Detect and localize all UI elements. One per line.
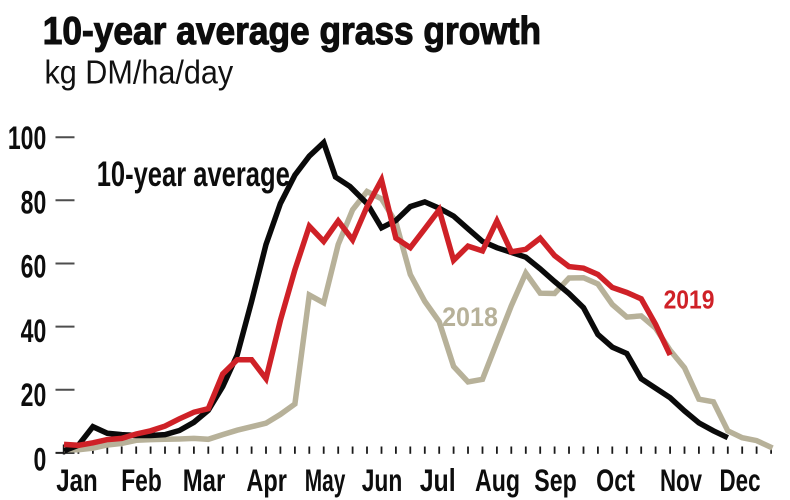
svg-text:80: 80 <box>21 185 47 221</box>
svg-text:Sep: Sep <box>534 463 576 498</box>
svg-text:60: 60 <box>21 249 47 285</box>
svg-text:0: 0 <box>33 442 46 478</box>
svg-text:Aug: Aug <box>475 463 520 498</box>
svg-text:Nov: Nov <box>660 462 703 498</box>
svg-text:10-year average grass growth: 10-year average grass growth <box>43 8 541 52</box>
svg-text:Dec: Dec <box>720 462 761 498</box>
svg-text:40: 40 <box>21 313 47 349</box>
svg-text:Mar: Mar <box>183 463 226 498</box>
svg-text:Oct: Oct <box>596 463 635 498</box>
svg-text:2019: 2019 <box>664 286 715 315</box>
svg-text:Feb: Feb <box>121 462 161 498</box>
svg-text:May: May <box>305 463 346 498</box>
svg-text:Apr: Apr <box>246 463 287 498</box>
svg-text:20: 20 <box>21 377 47 413</box>
svg-text:10-year average: 10-year average <box>97 155 290 194</box>
svg-text:Jun: Jun <box>362 462 403 497</box>
svg-text:100: 100 <box>8 120 46 156</box>
svg-text:kg DM/ha/day: kg DM/ha/day <box>45 53 234 90</box>
svg-text:Jul: Jul <box>420 463 456 498</box>
svg-text:Jan: Jan <box>56 463 97 498</box>
svg-text:2018: 2018 <box>442 301 498 332</box>
